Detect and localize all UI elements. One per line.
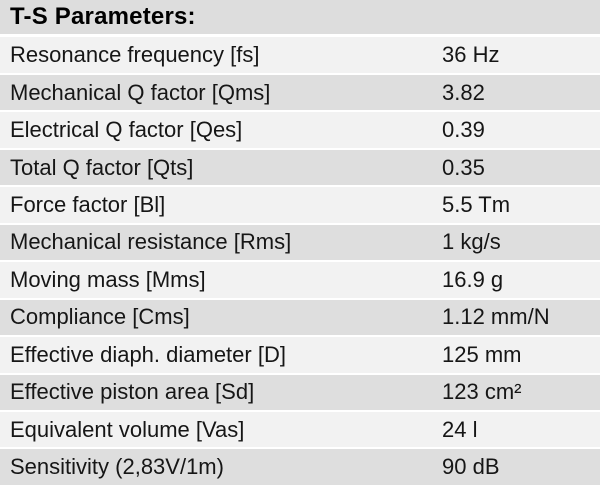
param-value: 16.9 g (442, 266, 504, 292)
param-value: 5.5 Tm (442, 191, 511, 217)
param-label: Moving mass [Mms] (10, 266, 206, 292)
param-label: Mechanical resistance [Rms] (10, 229, 292, 255)
param-value: 24 l (442, 416, 478, 442)
param-label: Compliance [Cms] (10, 304, 190, 330)
table-row: Mechanical Q factor [Qms] 3.82 (0, 74, 600, 113)
param-label: Electrical Q factor [Qes] (10, 117, 243, 143)
param-value: 0.35 (442, 154, 485, 180)
param-label: Sensitivity (2,83V/1m) (10, 454, 224, 480)
table-row: Total Q factor [Qts] 0.35 (0, 149, 600, 188)
table-header-row: T-S Parameters: (0, 0, 600, 38)
param-value: 36 Hz (442, 42, 500, 68)
param-label: Mechanical Q factor [Qms] (10, 79, 271, 105)
param-value: 123 cm² (442, 379, 522, 405)
table-row: Sensitivity (2,83V/1m) 90 dB (0, 449, 600, 487)
param-label: Effective piston area [Sd] (10, 379, 255, 405)
param-label: Force factor [Bl] (10, 191, 166, 217)
table-row: Electrical Q factor [Qes] 0.39 (0, 112, 600, 150)
table-title: T-S Parameters: (10, 3, 196, 31)
param-value: 0.39 (442, 117, 485, 143)
param-value: 3.82 (442, 79, 485, 105)
param-label: Effective diaph. diameter [D] (10, 341, 286, 367)
table-row: Moving mass [Mms] 16.9 g (0, 262, 600, 300)
param-value: 125 mm (442, 341, 522, 367)
param-label: Resonance frequency [fs] (10, 42, 260, 68)
table-row: Mechanical resistance [Rms] 1 kg/s (0, 224, 600, 263)
param-label: Equivalent volume [Vas] (10, 416, 245, 442)
table-row: Force factor [Bl] 5.5 Tm (0, 187, 600, 225)
table-row: Effective piston area [Sd] 123 cm² (0, 374, 600, 412)
table-body: Resonance frequency [fs] 36 Hz Mechanical … (0, 37, 600, 487)
param-value: 1 kg/s (442, 229, 501, 255)
table-row: Equivalent volume [Vas] 24 l (0, 411, 600, 450)
param-label: Total Q factor [Qts] (10, 154, 194, 180)
table-row: Resonance frequency [fs] 36 Hz (0, 37, 600, 75)
table-row: Effective diaph. diameter [D] 125 mm (0, 337, 600, 375)
table-row: Compliance [Cms] 1.12 mm/N (0, 299, 600, 338)
param-value: 1.12 mm/N (442, 304, 550, 330)
param-value: 90 dB (442, 454, 500, 480)
